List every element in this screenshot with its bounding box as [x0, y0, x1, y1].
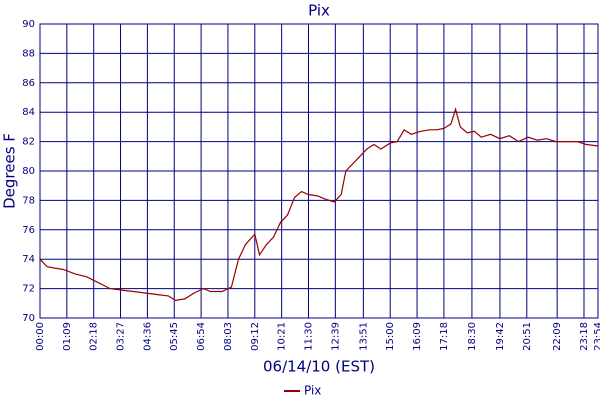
line [39, 107, 599, 302]
x-tick-label: 10:21 [277, 322, 288, 351]
x-tick-label: 23:18 [579, 322, 590, 351]
y-tick-label: 84 [22, 107, 35, 118]
x-tick-label: 09:12 [250, 322, 261, 351]
legend-label: Pix [304, 384, 321, 398]
y-tick-label: 76 [22, 225, 35, 236]
y-tick-label: 88 [22, 48, 35, 59]
y-tick-label: 90 [22, 19, 35, 30]
y-tick-label: 78 [22, 195, 35, 206]
x-tick-label: 12:39 [330, 322, 341, 351]
y-tick-label: 80 [22, 166, 35, 177]
y-tick-label: 74 [22, 254, 35, 265]
y-tick-label: 86 [22, 78, 35, 89]
x-tick-label: 08:03 [223, 322, 234, 351]
x-tick-label: 15:00 [385, 322, 396, 351]
chart-title: Pix [308, 2, 330, 20]
x-tick-label: 18:30 [467, 322, 478, 351]
x-tick-label: 01:09 [62, 322, 73, 351]
x-tick-label: 02:18 [89, 322, 100, 351]
x-tick-label: 23:54 [593, 322, 600, 351]
plot-border [39, 23, 599, 319]
x-tick-label: 16:09 [412, 322, 423, 351]
y-tick-label: 82 [22, 137, 35, 148]
x-tick-label: 20:51 [522, 322, 533, 351]
x-tick-label: 11:30 [303, 322, 314, 351]
x-tick-label: 17:18 [439, 322, 450, 351]
y-tick-label: 72 [22, 284, 35, 295]
y-tick-label: 70 [22, 313, 35, 324]
x-tick-label: 04:36 [142, 322, 153, 351]
x-tick-label: 19:42 [495, 322, 506, 351]
x-tick-label: 03:27 [116, 322, 127, 351]
x-tick-label: 22:09 [552, 322, 563, 351]
x-tick-label: 13:51 [358, 322, 369, 351]
x-tick-label: 00:00 [35, 322, 46, 351]
x-axis-label: 06/14/10 (EST) [263, 358, 375, 376]
y-axis-label: Degrees F [1, 133, 19, 209]
x-tick-label: 06:54 [196, 322, 207, 351]
x-tick-label: 05:45 [169, 322, 180, 351]
